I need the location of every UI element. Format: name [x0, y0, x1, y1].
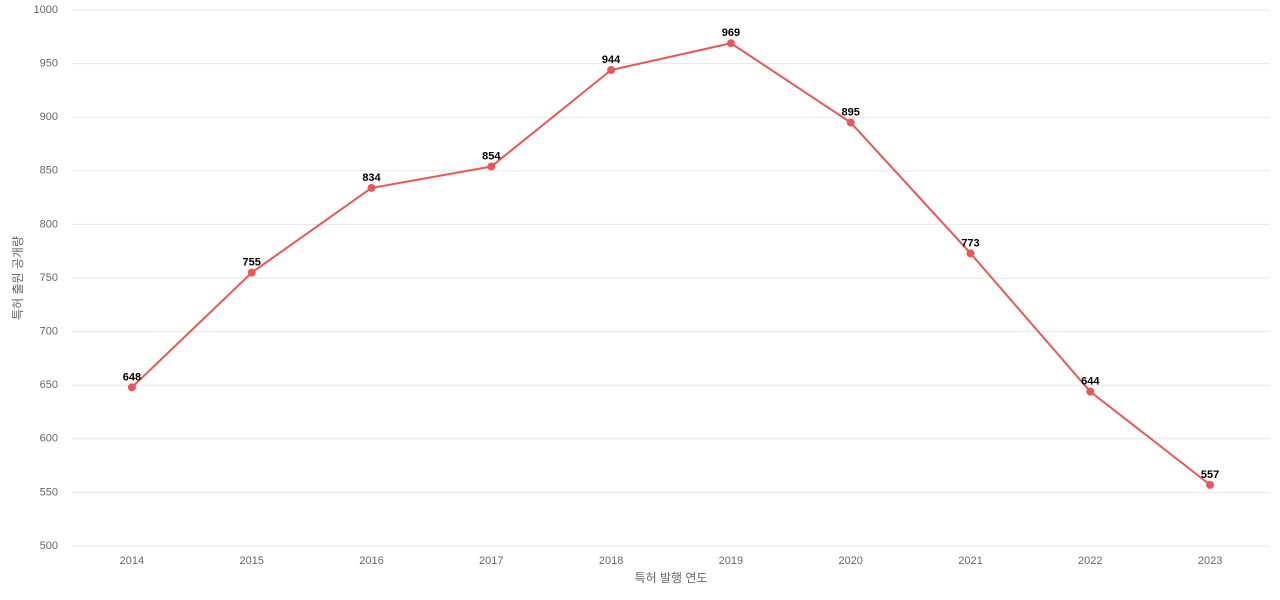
data-point: [1086, 387, 1095, 396]
value-label: 854: [482, 150, 501, 162]
value-label: 969: [722, 27, 740, 39]
x-tick-label: 2018: [599, 555, 623, 567]
y-tick-label: 600: [40, 433, 58, 445]
y-tick-label: 700: [40, 326, 58, 338]
y-tick-label: 750: [40, 272, 58, 284]
value-label: 895: [842, 106, 860, 118]
y-tick-label: 650: [40, 379, 58, 391]
data-point: [367, 183, 376, 192]
x-tick-label: 2019: [719, 555, 743, 567]
x-tick-label: 2023: [1198, 555, 1222, 567]
data-point: [1206, 480, 1215, 489]
x-axis-title: 특허 발행 연도: [635, 570, 708, 585]
y-tick-label: 500: [40, 540, 58, 552]
y-tick-label: 900: [40, 111, 58, 123]
value-label: 557: [1201, 469, 1219, 481]
x-tick-label: 2016: [359, 555, 383, 567]
x-tick-label: 2022: [1078, 555, 1102, 567]
y-tick-label: 1000: [34, 4, 58, 16]
x-tick-label: 2017: [479, 555, 503, 567]
data-point: [726, 39, 735, 48]
x-tick-label: 2015: [239, 555, 263, 567]
x-tick-label: 2021: [958, 555, 982, 567]
value-label: 773: [961, 237, 979, 249]
data-point: [247, 268, 256, 277]
data-point: [607, 66, 616, 75]
value-label: 644: [1081, 376, 1100, 388]
value-label: 834: [362, 172, 381, 184]
x-tick-label: 2014: [120, 555, 144, 567]
y-tick-label: 800: [40, 218, 58, 230]
y-axis-title: 특허 출원 공개량: [11, 236, 25, 320]
value-label: 648: [123, 371, 141, 383]
data-point: [846, 118, 855, 127]
y-tick-label: 550: [40, 486, 58, 498]
value-label: 944: [602, 54, 621, 66]
data-point: [487, 162, 496, 171]
y-tick-label: 850: [40, 165, 58, 177]
data-point: [127, 383, 136, 392]
data-point: [966, 249, 975, 258]
value-label: 755: [243, 257, 261, 269]
y-tick-label: 950: [40, 58, 58, 70]
x-tick-label: 2020: [838, 555, 862, 567]
data-line: [131, 42, 1211, 486]
